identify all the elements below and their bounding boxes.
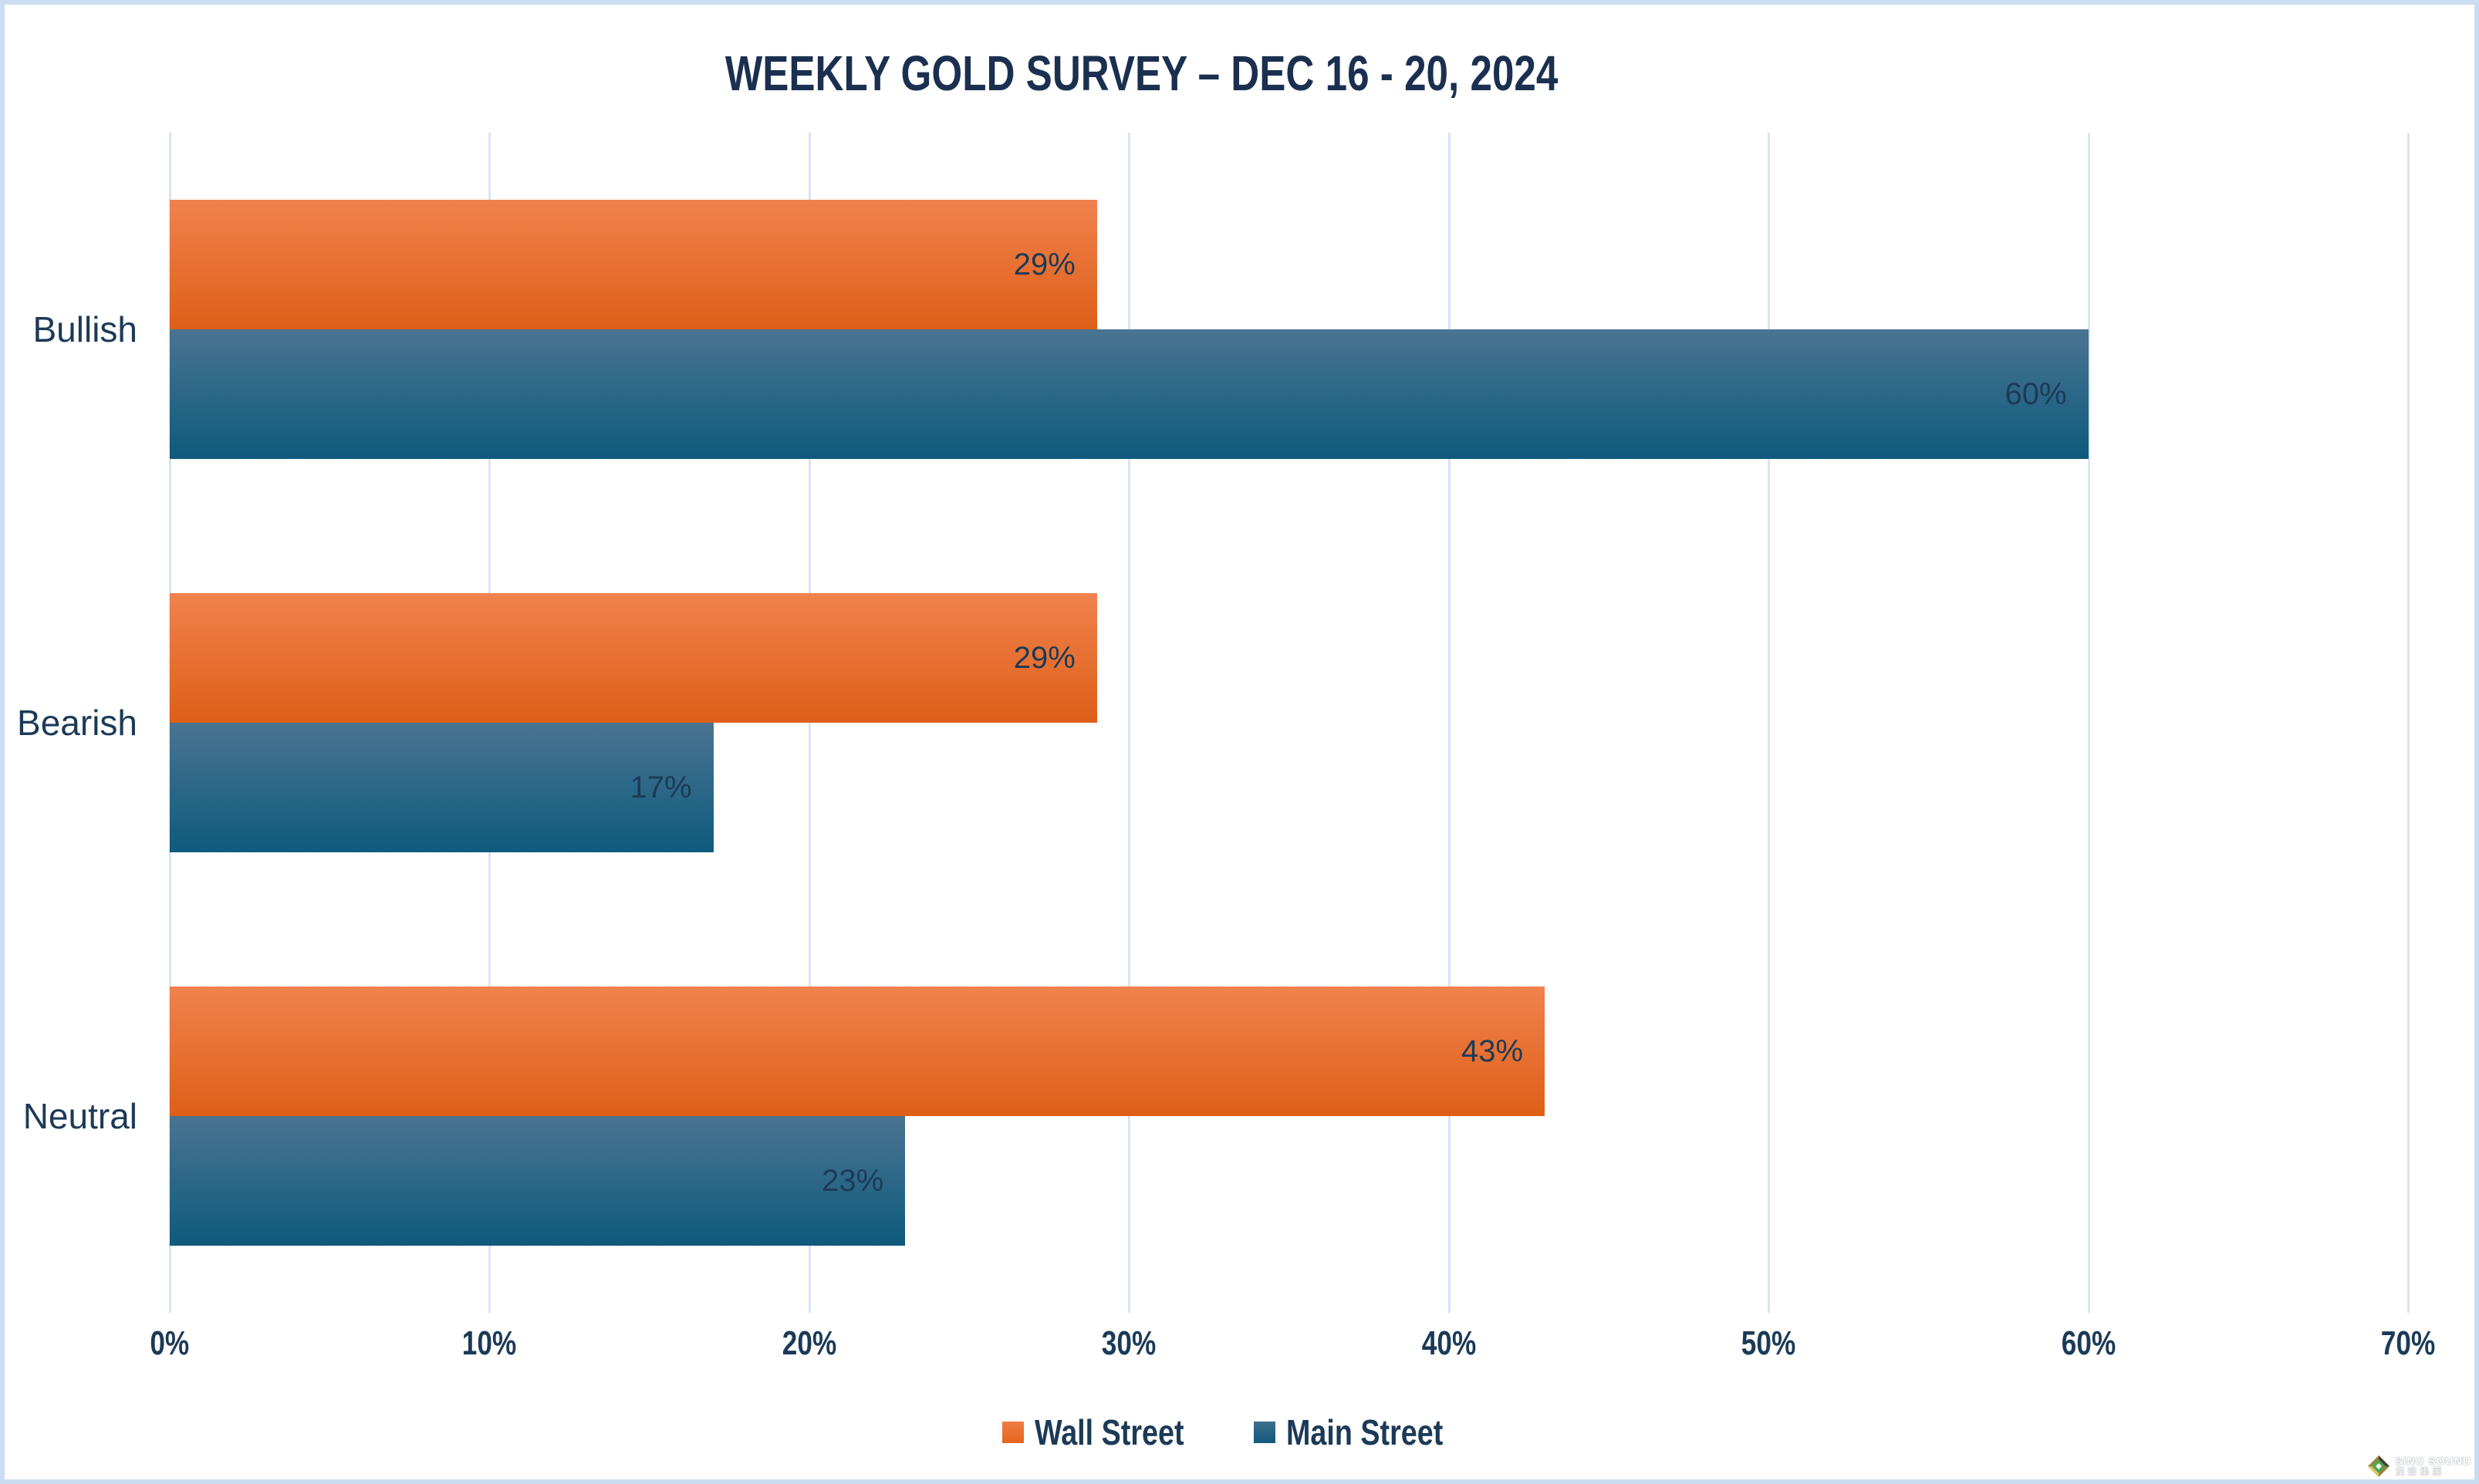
gridline-70%: [2407, 133, 2410, 1313]
data-label: 29%: [1013, 248, 1076, 282]
category-label-neutral: Neutral: [22, 1096, 137, 1136]
gridline-20%: [808, 133, 811, 1313]
x-tick-10%: 10%: [462, 1324, 517, 1362]
watermark-diamond-icon: [2368, 1455, 2390, 1477]
data-label: 17%: [630, 771, 692, 804]
watermark-line2: 漢聲集團: [2395, 1466, 2445, 1478]
legend-item-wall-street: Wall Street: [1001, 1411, 1217, 1453]
watermark-text: SiNO SOUND 漢聲集團: [2395, 1455, 2471, 1476]
gridline-40%: [1447, 133, 1451, 1313]
x-tick-40%: 40%: [1421, 1324, 1476, 1362]
category-label-bullish: Bullish: [32, 309, 137, 349]
plot-area: 29% 60% 29% 17% 43% 23%: [169, 133, 2411, 1313]
data-label: 43%: [1461, 1034, 1524, 1068]
x-tick-70%: 70%: [2380, 1324, 2436, 1362]
legend-label: Main Street: [1285, 1412, 1443, 1452]
x-tick-20%: 20%: [782, 1324, 837, 1362]
legend-label: Wall Street: [1034, 1412, 1184, 1452]
bar-bearish-wall-street: 29%: [170, 593, 1097, 723]
gridline-30%: [1128, 133, 1131, 1313]
data-label: 23%: [822, 1164, 884, 1198]
chart-title-text: WEEKLY GOLD SURVEY – DEC 16 - 20, 2024: [725, 46, 1559, 101]
data-label: 29%: [1013, 641, 1076, 675]
bar-neutral-wall-street: 43%: [170, 987, 1545, 1116]
category-label-bearish: Bearish: [17, 703, 137, 743]
x-tick-60%: 60%: [2061, 1324, 2116, 1362]
bar-bullish-wall-street: 29%: [170, 200, 1097, 329]
watermark-line1: SiNO SOUND: [2395, 1455, 2471, 1468]
chart-title: WEEKLY GOLD SURVEY – DEC 16 - 20, 2024: [0, 45, 2284, 114]
data-label: 60%: [2004, 377, 2067, 411]
x-tick-0%: 0%: [150, 1324, 190, 1362]
x-tick-30%: 30%: [1102, 1324, 1157, 1362]
bar-bearish-main-street: 17%: [170, 723, 714, 852]
gridline-50%: [1768, 133, 1771, 1313]
x-tick-50%: 50%: [1741, 1324, 1796, 1362]
watermark: SiNO SOUND 漢聲集團: [2367, 1455, 2471, 1478]
legend: Wall Street Main Street: [0, 1405, 2479, 1459]
bar-bullish-main-street: 60%: [170, 329, 2089, 459]
gridline-60%: [2087, 133, 2090, 1313]
legend-item-main-street: Main Street: [1253, 1411, 1478, 1453]
bar-neutral-main-street: 23%: [170, 1116, 906, 1246]
legend-swatch-icon: [1253, 1422, 1275, 1443]
legend-swatch-icon: [1001, 1422, 1024, 1443]
